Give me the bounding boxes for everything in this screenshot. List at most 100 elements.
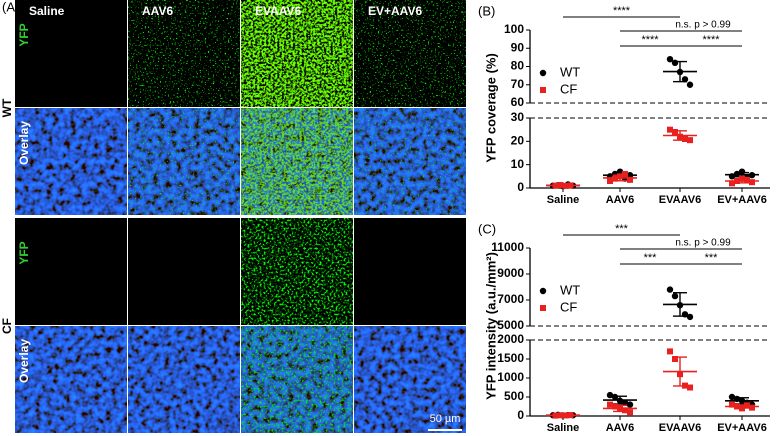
legend-marker (539, 287, 547, 295)
data-point (749, 179, 755, 186)
micrograph-cell (128, 218, 240, 325)
yfp-signal (241, 0, 353, 107)
y-tick-label: 0 (517, 180, 524, 194)
y-tick-label: 7000 (497, 292, 524, 306)
data-point (667, 348, 673, 355)
data-point (611, 393, 619, 401)
yfp-signal (241, 326, 353, 433)
y-axis-label: YFP intensity (a.u./mm²) (483, 252, 498, 400)
column-label: Saline (29, 4, 65, 18)
data-point (729, 180, 735, 187)
data-point (687, 384, 693, 391)
y-tick-label: 9000 (497, 266, 524, 280)
data-point (687, 137, 693, 144)
legend-marker (540, 87, 546, 93)
micrograph-cell (15, 0, 127, 107)
y-tick-label: 80 (511, 59, 525, 73)
y-tick-label: 30 (511, 110, 525, 124)
channel-label: Overlay (17, 339, 31, 383)
legend-marker (539, 69, 547, 77)
significance-label: **** (641, 34, 659, 46)
y-tick-label: 60 (511, 95, 525, 109)
yfp-signal (241, 108, 353, 215)
legend-label: CF (560, 81, 577, 96)
yfp-signal (128, 0, 240, 107)
data-point (607, 178, 613, 184)
yfp-signal (354, 0, 466, 107)
panel-label: (B) (478, 3, 495, 18)
scale-bar-label: 50 µm (430, 413, 461, 425)
y-axis-label: YFP coverage (%) (483, 53, 498, 163)
data-point (672, 129, 678, 135)
legend-label: CF (560, 299, 577, 314)
data-point (622, 407, 628, 414)
nuclei-stain (15, 326, 127, 433)
data-point (672, 356, 678, 362)
x-tick-label: Saline (547, 194, 579, 206)
significance-label: *** (644, 252, 658, 264)
data-point (681, 76, 689, 83)
channel-label: YFP (17, 241, 31, 264)
y-tick-label: 90 (511, 40, 525, 54)
x-tick-label: EV+AAV6 (717, 422, 767, 434)
y-tick-label: 20 (511, 134, 525, 148)
data-point (666, 286, 674, 293)
yfp-signal (241, 218, 353, 325)
significance-label: *** (615, 223, 629, 235)
x-tick-label: AAV6 (606, 194, 635, 206)
x-tick-label: EVAAV6 (659, 194, 701, 206)
significance-label: **** (613, 5, 631, 17)
column-label: EV+AAV6 (368, 4, 422, 18)
y-tick-label: 70 (511, 77, 525, 91)
legend-label: WT (560, 282, 580, 297)
x-tick-label: Saline (547, 422, 579, 434)
y-tick-label: 10 (511, 157, 525, 171)
y-tick-label: 2000 (497, 332, 524, 346)
data-point (682, 136, 688, 142)
yfp-signal (354, 108, 466, 215)
data-point (607, 401, 613, 408)
data-point (671, 59, 679, 67)
y-tick-label: 5000 (497, 318, 524, 332)
yfp-signal (128, 108, 240, 215)
channel-label: YFP (17, 23, 31, 46)
panel-label: (C) (478, 221, 496, 236)
y-tick-label: 11000 (491, 240, 524, 254)
x-tick-label: EV+AAV6 (717, 194, 767, 206)
significance-label: n.s. p > 0.99 (675, 20, 731, 31)
data-point (627, 176, 633, 183)
data-point (686, 81, 694, 88)
y-tick-label: 1500 (497, 351, 524, 365)
nuclei-stain (15, 108, 127, 215)
data-point (666, 56, 674, 63)
channel-label: Overlay (17, 121, 31, 165)
data-point (612, 403, 618, 410)
legend-label: WT (560, 64, 580, 79)
data-point (686, 313, 694, 321)
y-tick-label: 1000 (497, 370, 524, 384)
data-point (729, 401, 735, 408)
micrograph-cell (354, 218, 466, 325)
data-point (622, 171, 628, 177)
data-point (626, 401, 634, 408)
y-tick-label: 0 (517, 408, 524, 422)
significance-label: *** (705, 252, 719, 264)
data-point (667, 126, 673, 133)
data-point (671, 292, 679, 300)
x-tick-label: EVAAV6 (659, 422, 701, 434)
column-label: AAV6 (142, 4, 173, 18)
significance-label: n.s. p > 0.99 (675, 238, 731, 249)
data-point (627, 409, 633, 416)
data-point (749, 404, 755, 411)
micrograph-cell (15, 218, 127, 325)
data-point (728, 393, 736, 401)
column-label: EVAAV6 (255, 4, 302, 18)
y-tick-label: 100 (504, 22, 524, 36)
x-tick-label: AAV6 (606, 422, 635, 434)
nuclei-stain (128, 326, 240, 433)
significance-label: **** (702, 34, 720, 46)
y-tick-label: 500 (504, 389, 524, 403)
